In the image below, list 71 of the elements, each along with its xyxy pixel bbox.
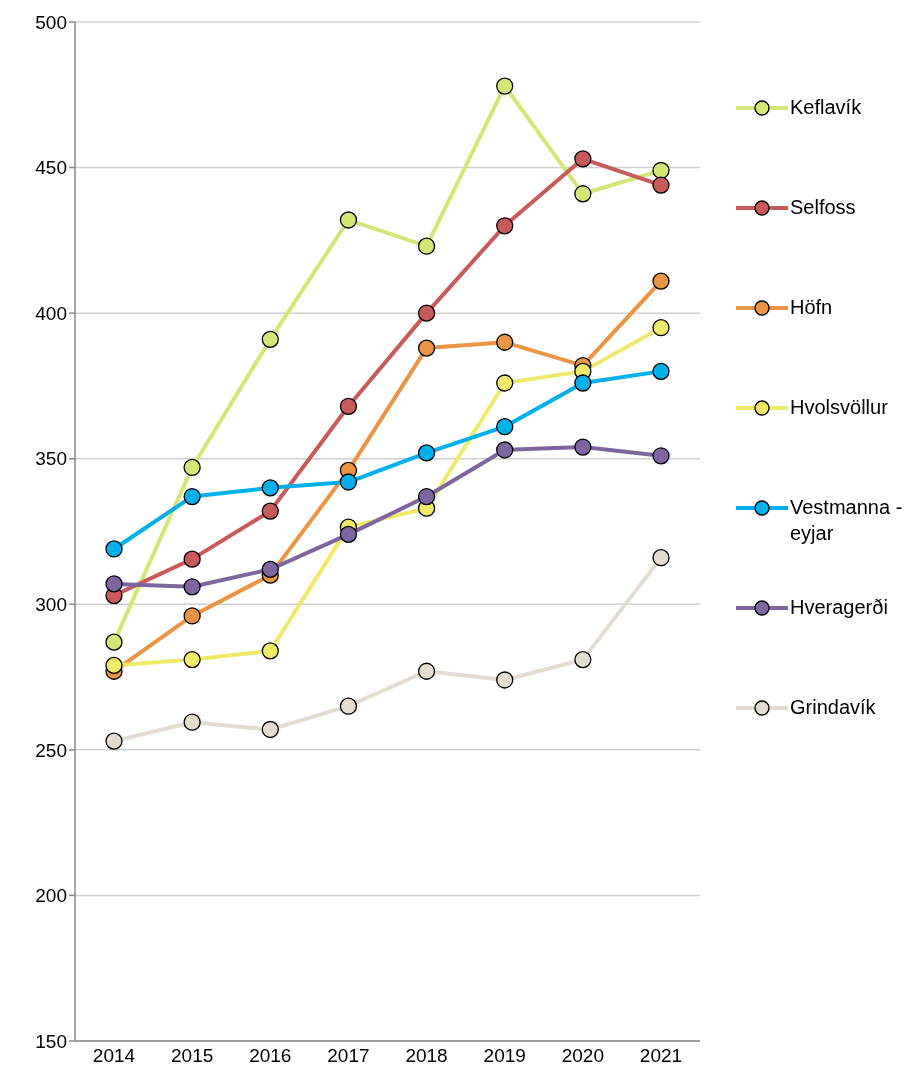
- point: [652, 272, 670, 290]
- point: [652, 549, 670, 567]
- legend-label: Vestmanna - eyjar: [790, 495, 904, 546]
- y-tick-label: 350: [35, 448, 67, 470]
- point: [339, 397, 358, 415]
- point: [183, 607, 201, 625]
- x-tick-label: 2016: [249, 1045, 292, 1067]
- point: [261, 502, 279, 520]
- legend-label: Selfoss: [790, 195, 857, 220]
- point: [183, 650, 201, 669]
- x-tick-label: 2017: [327, 1045, 370, 1067]
- point: [183, 458, 201, 477]
- point: [574, 438, 592, 456]
- point: [496, 441, 514, 459]
- point: [261, 330, 279, 348]
- point: [496, 374, 514, 392]
- y-tick-label: 150: [35, 1030, 67, 1052]
- point: [652, 176, 670, 194]
- y-tick-label: 300: [35, 594, 67, 616]
- point: [496, 418, 514, 436]
- point: [261, 560, 279, 578]
- point: [183, 487, 201, 506]
- point: [261, 479, 279, 497]
- legend-label: Hvolsvöllur: [790, 395, 889, 420]
- point: [261, 720, 279, 739]
- y-tick-label: 500: [35, 11, 67, 33]
- legend-label: Höfn: [790, 295, 834, 320]
- point: [339, 525, 358, 544]
- x-tick-label: 2019: [483, 1045, 526, 1067]
- point: [496, 217, 514, 235]
- point: [339, 697, 358, 715]
- y-tick-label: 200: [35, 885, 67, 907]
- point: [183, 713, 201, 731]
- legend-label: Hveragerði: [790, 595, 889, 620]
- point: [183, 578, 201, 596]
- legend-label: Keflavík: [790, 95, 863, 120]
- point: [574, 185, 592, 203]
- point: [105, 656, 123, 675]
- point: [417, 304, 436, 322]
- x-tick-label: 2021: [639, 1045, 683, 1067]
- x-tick-label: 2020: [561, 1045, 604, 1067]
- point: [105, 732, 123, 750]
- point: [496, 671, 514, 689]
- point: [496, 77, 514, 95]
- point: [417, 237, 436, 255]
- point: [105, 633, 123, 651]
- point: [417, 339, 436, 357]
- point: [574, 650, 592, 669]
- point: [574, 374, 592, 392]
- x-tick-label: 2018: [405, 1045, 448, 1067]
- point: [105, 540, 123, 558]
- point: [652, 362, 670, 381]
- point: [417, 662, 436, 680]
- y-tick-label: 450: [35, 157, 67, 179]
- x-tick-label: 2015: [171, 1045, 214, 1067]
- point: [261, 642, 279, 660]
- point: [652, 447, 670, 465]
- point: [652, 319, 670, 337]
- x-tick-label: 2014: [92, 1045, 136, 1067]
- point: [339, 473, 358, 491]
- point: [652, 161, 670, 180]
- y-tick-label: 400: [35, 302, 67, 324]
- legend-label: Grindavík: [790, 695, 877, 720]
- y-tick-label: 250: [35, 739, 67, 761]
- point: [417, 487, 436, 506]
- point: [574, 150, 592, 168]
- point: [496, 333, 514, 351]
- point: [339, 211, 358, 229]
- point: [417, 444, 436, 462]
- point: [183, 550, 201, 568]
- point: [105, 575, 123, 593]
